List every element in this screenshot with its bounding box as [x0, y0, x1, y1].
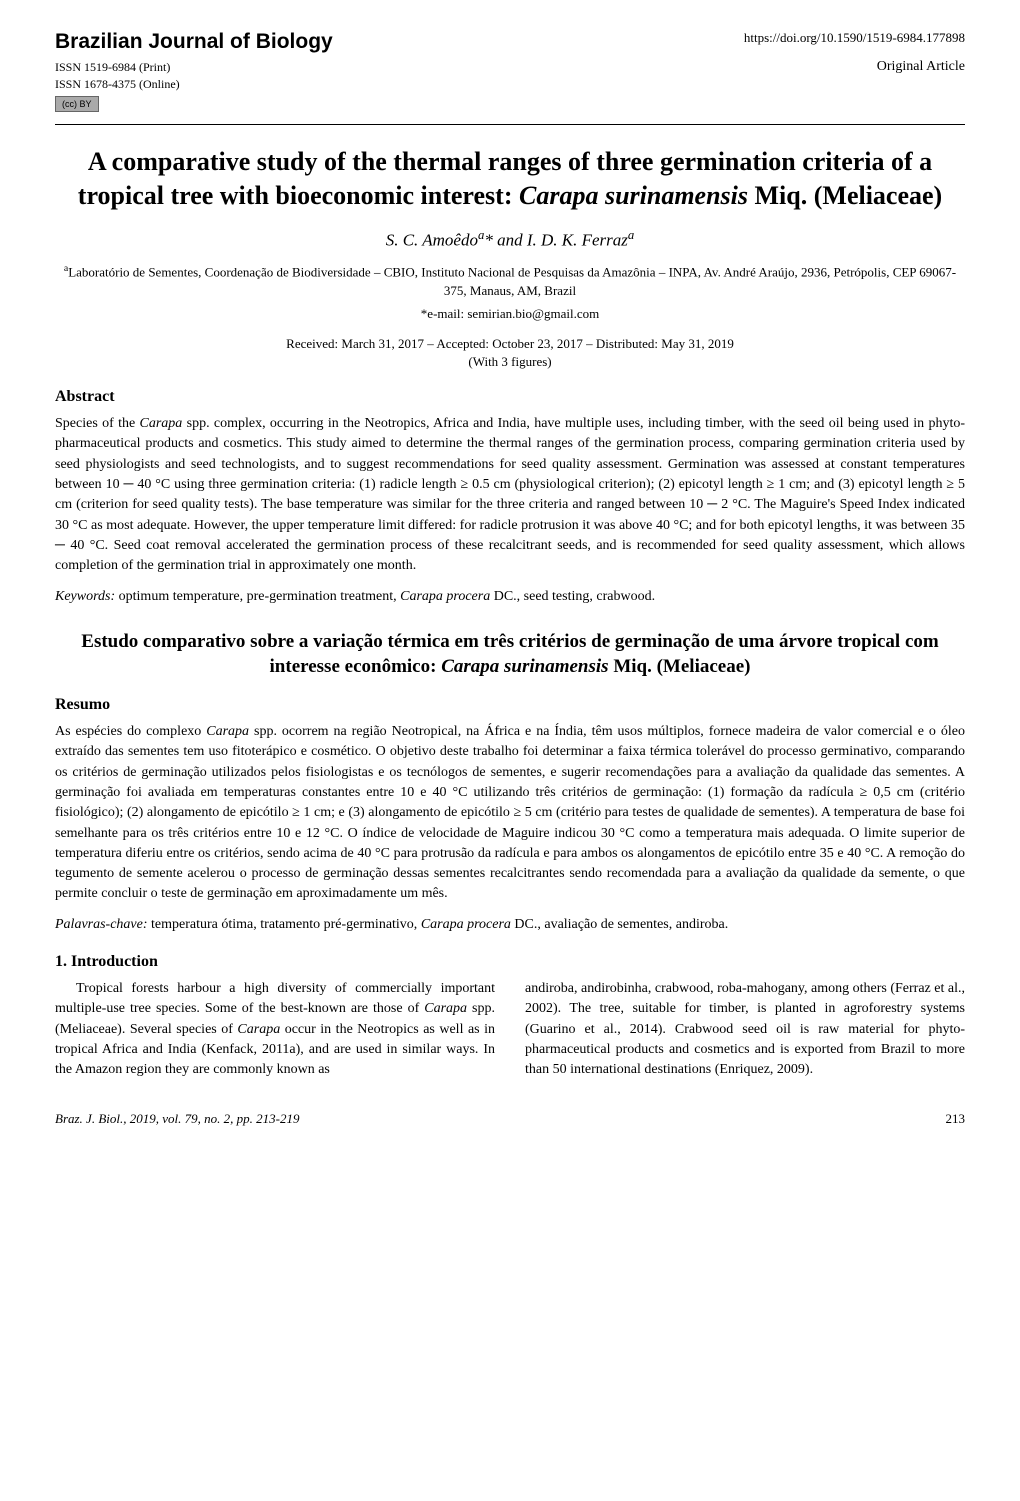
footer-citation: Braz. J. Biol., 2019, vol. 79, no. 2, pp… — [55, 1111, 299, 1127]
corresponding-email[interactable]: *e-mail: semirian.bio@gmail.com — [55, 306, 965, 322]
issn-online: ISSN 1678-4375 (Online) — [55, 76, 180, 93]
journal-title: Brazilian Journal of Biology — [55, 30, 333, 54]
page-number: 213 — [946, 1111, 966, 1127]
introduction-columns: Tropical forests harbour a high diversit… — [55, 979, 965, 1080]
intro-col-right: andiroba, andirobinha, crabwood, roba-ma… — [525, 979, 965, 1080]
palavras-chave-text: temperatura ótima, tratamento pré-germin… — [148, 917, 729, 932]
keywords-text: optimum temperature, pre-germination tre… — [115, 589, 655, 604]
figures-note: (With 3 figures) — [55, 354, 965, 370]
doi-link[interactable]: https://doi.org/10.1590/1519-6984.177898 — [744, 30, 965, 46]
cc-license-badge: BY — [55, 96, 99, 113]
resumo-text: As espécies do complexo Carapa spp. ocor… — [55, 722, 965, 905]
authors: S. C. Amoêdoa* and I. D. K. Ferraza — [55, 228, 965, 251]
header-divider — [55, 124, 965, 125]
abstract-text: Species of the Carapa spp. complex, occu… — [55, 414, 965, 576]
keywords-pt: Palavras-chave: temperatura ótima, trata… — [55, 915, 965, 935]
page-footer: Braz. J. Biol., 2019, vol. 79, no. 2, pp… — [55, 1111, 965, 1127]
issn-print: ISSN 1519-6984 (Print) — [55, 59, 180, 76]
article-dates: Received: March 31, 2017 – Accepted: Oct… — [55, 336, 965, 352]
keywords-en: Keywords: optimum temperature, pre-germi… — [55, 587, 965, 607]
abstract-heading: Abstract — [55, 388, 965, 406]
resumo-heading: Resumo — [55, 696, 965, 714]
issn-block: ISSN 1519-6984 (Print) ISSN 1678-4375 (O… — [55, 59, 180, 112]
portuguese-title: Estudo comparativo sobre a variação térm… — [55, 629, 965, 680]
palavras-chave-label: Palavras-chave: — [55, 917, 148, 932]
keywords-label: Keywords: — [55, 589, 115, 604]
article-type: Original Article — [877, 59, 965, 75]
article-title: A comparative study of the thermal range… — [55, 145, 965, 213]
intro-col-left: Tropical forests harbour a high diversit… — [55, 979, 495, 1080]
affiliation: aLaboratório de Sementes, Coordenação de… — [55, 262, 965, 300]
introduction-heading: 1. Introduction — [55, 953, 965, 971]
